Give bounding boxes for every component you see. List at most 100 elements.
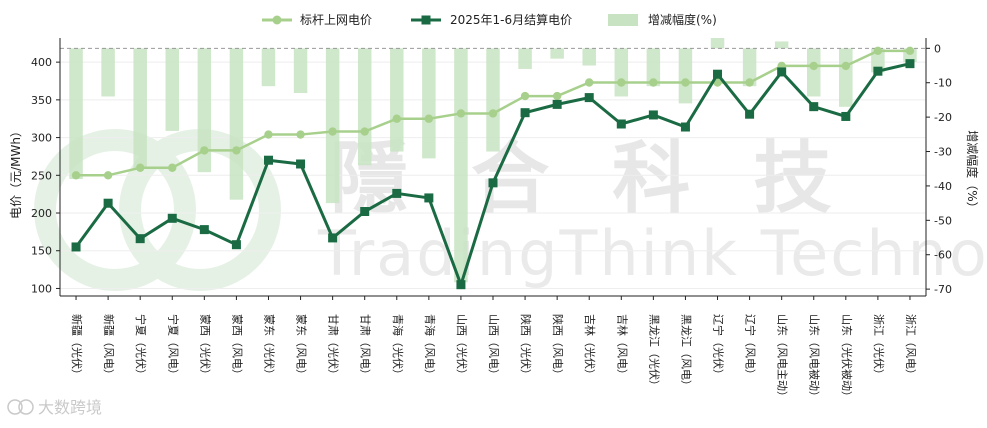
y-right-tick-label: -50: [934, 214, 952, 227]
x-tick-label: 山东（光伏被动）: [840, 314, 854, 402]
x-tick-label: 吉林（光伏）: [583, 314, 597, 380]
bar: [357, 48, 372, 166]
corner-watermark: 大数跨境: [7, 398, 102, 417]
series-point: [456, 280, 466, 290]
legend-swatch: [608, 14, 638, 26]
bar: [133, 48, 147, 169]
series-point: [745, 78, 754, 87]
series-point: [713, 69, 723, 79]
bar: [390, 48, 404, 152]
y-left-tick-label: 350: [31, 94, 52, 107]
y-right-tick-label: -70: [934, 283, 952, 296]
y-right-tick-label: -30: [934, 146, 952, 159]
bar: [678, 48, 693, 104]
x-tick-label: 浙江（风电）: [904, 314, 917, 380]
bar: [742, 48, 757, 87]
line-series: [71, 46, 915, 290]
y-left-tick-label: 150: [31, 245, 52, 258]
x-tick-label: 宁夏（光伏）: [134, 314, 148, 380]
y-axis-left-label: 电价（元/MWh）: [9, 125, 23, 219]
x-tick-label: 青海（风电）: [423, 314, 437, 380]
x-tick-label: 陕西（光伏）: [519, 314, 533, 380]
y-right-tick-label: 0: [934, 42, 941, 55]
x-tick-label: 陕西（风电）: [551, 314, 565, 380]
series-point: [168, 163, 177, 172]
series-point: [103, 171, 113, 180]
series-point: [392, 188, 402, 198]
watermark-en: TradingThink Technology: [317, 217, 987, 290]
series-point: [873, 46, 883, 56]
series-point: [488, 109, 498, 118]
series-point: [360, 127, 369, 136]
y-right-tick-label: -20: [934, 111, 952, 124]
series-point: [681, 78, 690, 87]
bar: [550, 48, 564, 59]
series-point: [71, 171, 81, 180]
x-tick-label: 山东（风电被动）: [808, 314, 821, 402]
x-tick-label: 黑龙江（风电）: [679, 314, 692, 391]
series-point: [200, 146, 209, 155]
bar: [486, 48, 500, 152]
axes: 100 150 200 250 300 350 400 0 -10 -20 -30 -40 -50 -60…: [31, 38, 952, 402]
legend: 标杆上网电价 2025年1-6月结算电价 增减幅度(%): [262, 12, 717, 27]
bar: [101, 48, 115, 97]
legend-label: 标杆上网电价: [300, 13, 372, 27]
bar: [69, 48, 83, 180]
y-right-tick-label: -10: [934, 77, 952, 90]
legend-marker: [421, 15, 431, 25]
bar: [839, 48, 853, 107]
y-left-tick-label: 400: [31, 56, 52, 69]
series-point: [199, 225, 209, 235]
bar: [582, 48, 596, 66]
x-tick-label: 山西（风电）: [487, 314, 500, 380]
bar: [197, 48, 212, 173]
y-axis-right-label: 增减幅度（%）: [965, 130, 980, 213]
series-point: [649, 78, 658, 87]
x-tick-label: 辽宁（风电）: [744, 314, 758, 380]
y-left-tick-label: 250: [31, 169, 52, 182]
series-point: [328, 127, 337, 136]
x-tick-label: 甘肃（光伏）: [327, 314, 341, 380]
series-point: [905, 46, 915, 56]
series-point: [841, 111, 851, 121]
series-point: [617, 78, 626, 87]
y-left-tick-label: 100: [31, 282, 52, 295]
series-point: [71, 242, 81, 252]
x-tick-label: 蒙东（光伏）: [262, 314, 276, 380]
series-point: [263, 155, 273, 165]
series-point: [264, 130, 273, 139]
series-point: [296, 159, 306, 169]
series-point: [680, 122, 690, 132]
y-left-tick-label: 200: [31, 207, 52, 220]
x-tick-label: 蒙东（风电）: [295, 314, 308, 380]
bar: [807, 48, 821, 97]
corner-watermark-text: 大数跨境: [38, 398, 102, 417]
bar: [261, 48, 276, 87]
series-point: [296, 130, 305, 139]
legend-marker: [272, 15, 282, 25]
x-tick-label: 蒙西（光伏）: [198, 314, 212, 380]
series-point: [552, 99, 562, 109]
series-point: [488, 178, 498, 188]
bar: [229, 48, 244, 200]
x-tick-label: 山西（光伏）: [455, 314, 469, 380]
series-point: [328, 233, 338, 243]
x-tick-label: 青海（光伏）: [391, 314, 405, 380]
y-right-tick-label: -40: [934, 180, 952, 193]
series-point: [103, 198, 113, 208]
x-tick-label: 甘肃（风电）: [359, 314, 372, 380]
x-tick-label: 新疆（光伏）: [70, 314, 84, 380]
bar: [646, 48, 661, 87]
series-point: [552, 91, 562, 101]
y-right-tick-label: -60: [934, 249, 952, 262]
bar: [710, 38, 725, 49]
series-point: [809, 61, 818, 71]
watermark-cn: 隱 合 科 技: [330, 134, 849, 224]
bar: [454, 48, 468, 283]
series-point: [392, 114, 401, 123]
bar: [293, 48, 308, 94]
bar: [325, 48, 340, 204]
series-point: [777, 67, 787, 77]
series-point: [648, 110, 658, 120]
